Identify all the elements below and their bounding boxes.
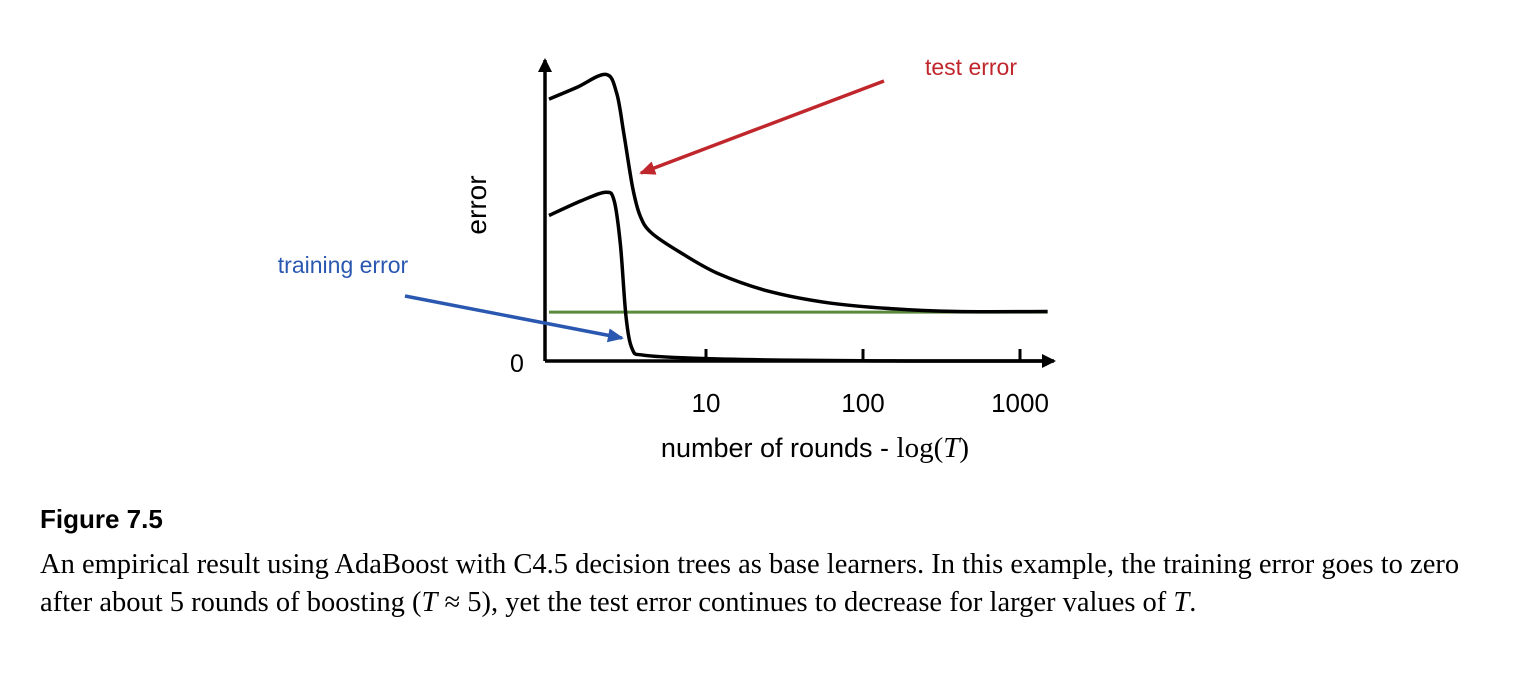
caption-math-1: T: [421, 587, 438, 618]
y-zero-label: 0: [510, 350, 524, 378]
caption-part-1: An empirical result using AdaBoost with …: [40, 549, 1460, 618]
series-line-test-error: [548, 72, 1048, 314]
figure-caption: An empirical result using AdaBoost with …: [40, 546, 1500, 622]
x-axis-label-math: log(: [897, 432, 944, 464]
x-axis-label: number of rounds - log(T): [661, 432, 969, 464]
test-error-annotation: test error: [925, 54, 1017, 80]
test-error-arrow: [639, 79, 885, 175]
x-tick-label-10: 10: [692, 388, 721, 418]
x-tick-label-1000: 1000: [991, 388, 1049, 418]
caption-math-2: T: [1173, 587, 1190, 618]
x-axis-label-var: T: [943, 432, 961, 464]
y-axis-label: error: [461, 175, 492, 234]
training-error-arrow: [404, 294, 624, 343]
x-axis-label-text: number of rounds -: [661, 433, 897, 463]
caption-part-2: ≈ 5), yet the test error continues to de…: [437, 587, 1174, 618]
x-tick-label-100: 100: [841, 388, 884, 418]
figure-number: Figure 7.5: [40, 504, 163, 534]
caption-part-3: .: [1189, 587, 1197, 618]
chart: 10 100 1000 0 error number of rounds - log…: [278, 54, 1056, 464]
training-error-annotation: training error: [278, 252, 409, 278]
x-axis-label-close: ): [959, 432, 969, 464]
series-line-training-error: [548, 190, 1048, 363]
